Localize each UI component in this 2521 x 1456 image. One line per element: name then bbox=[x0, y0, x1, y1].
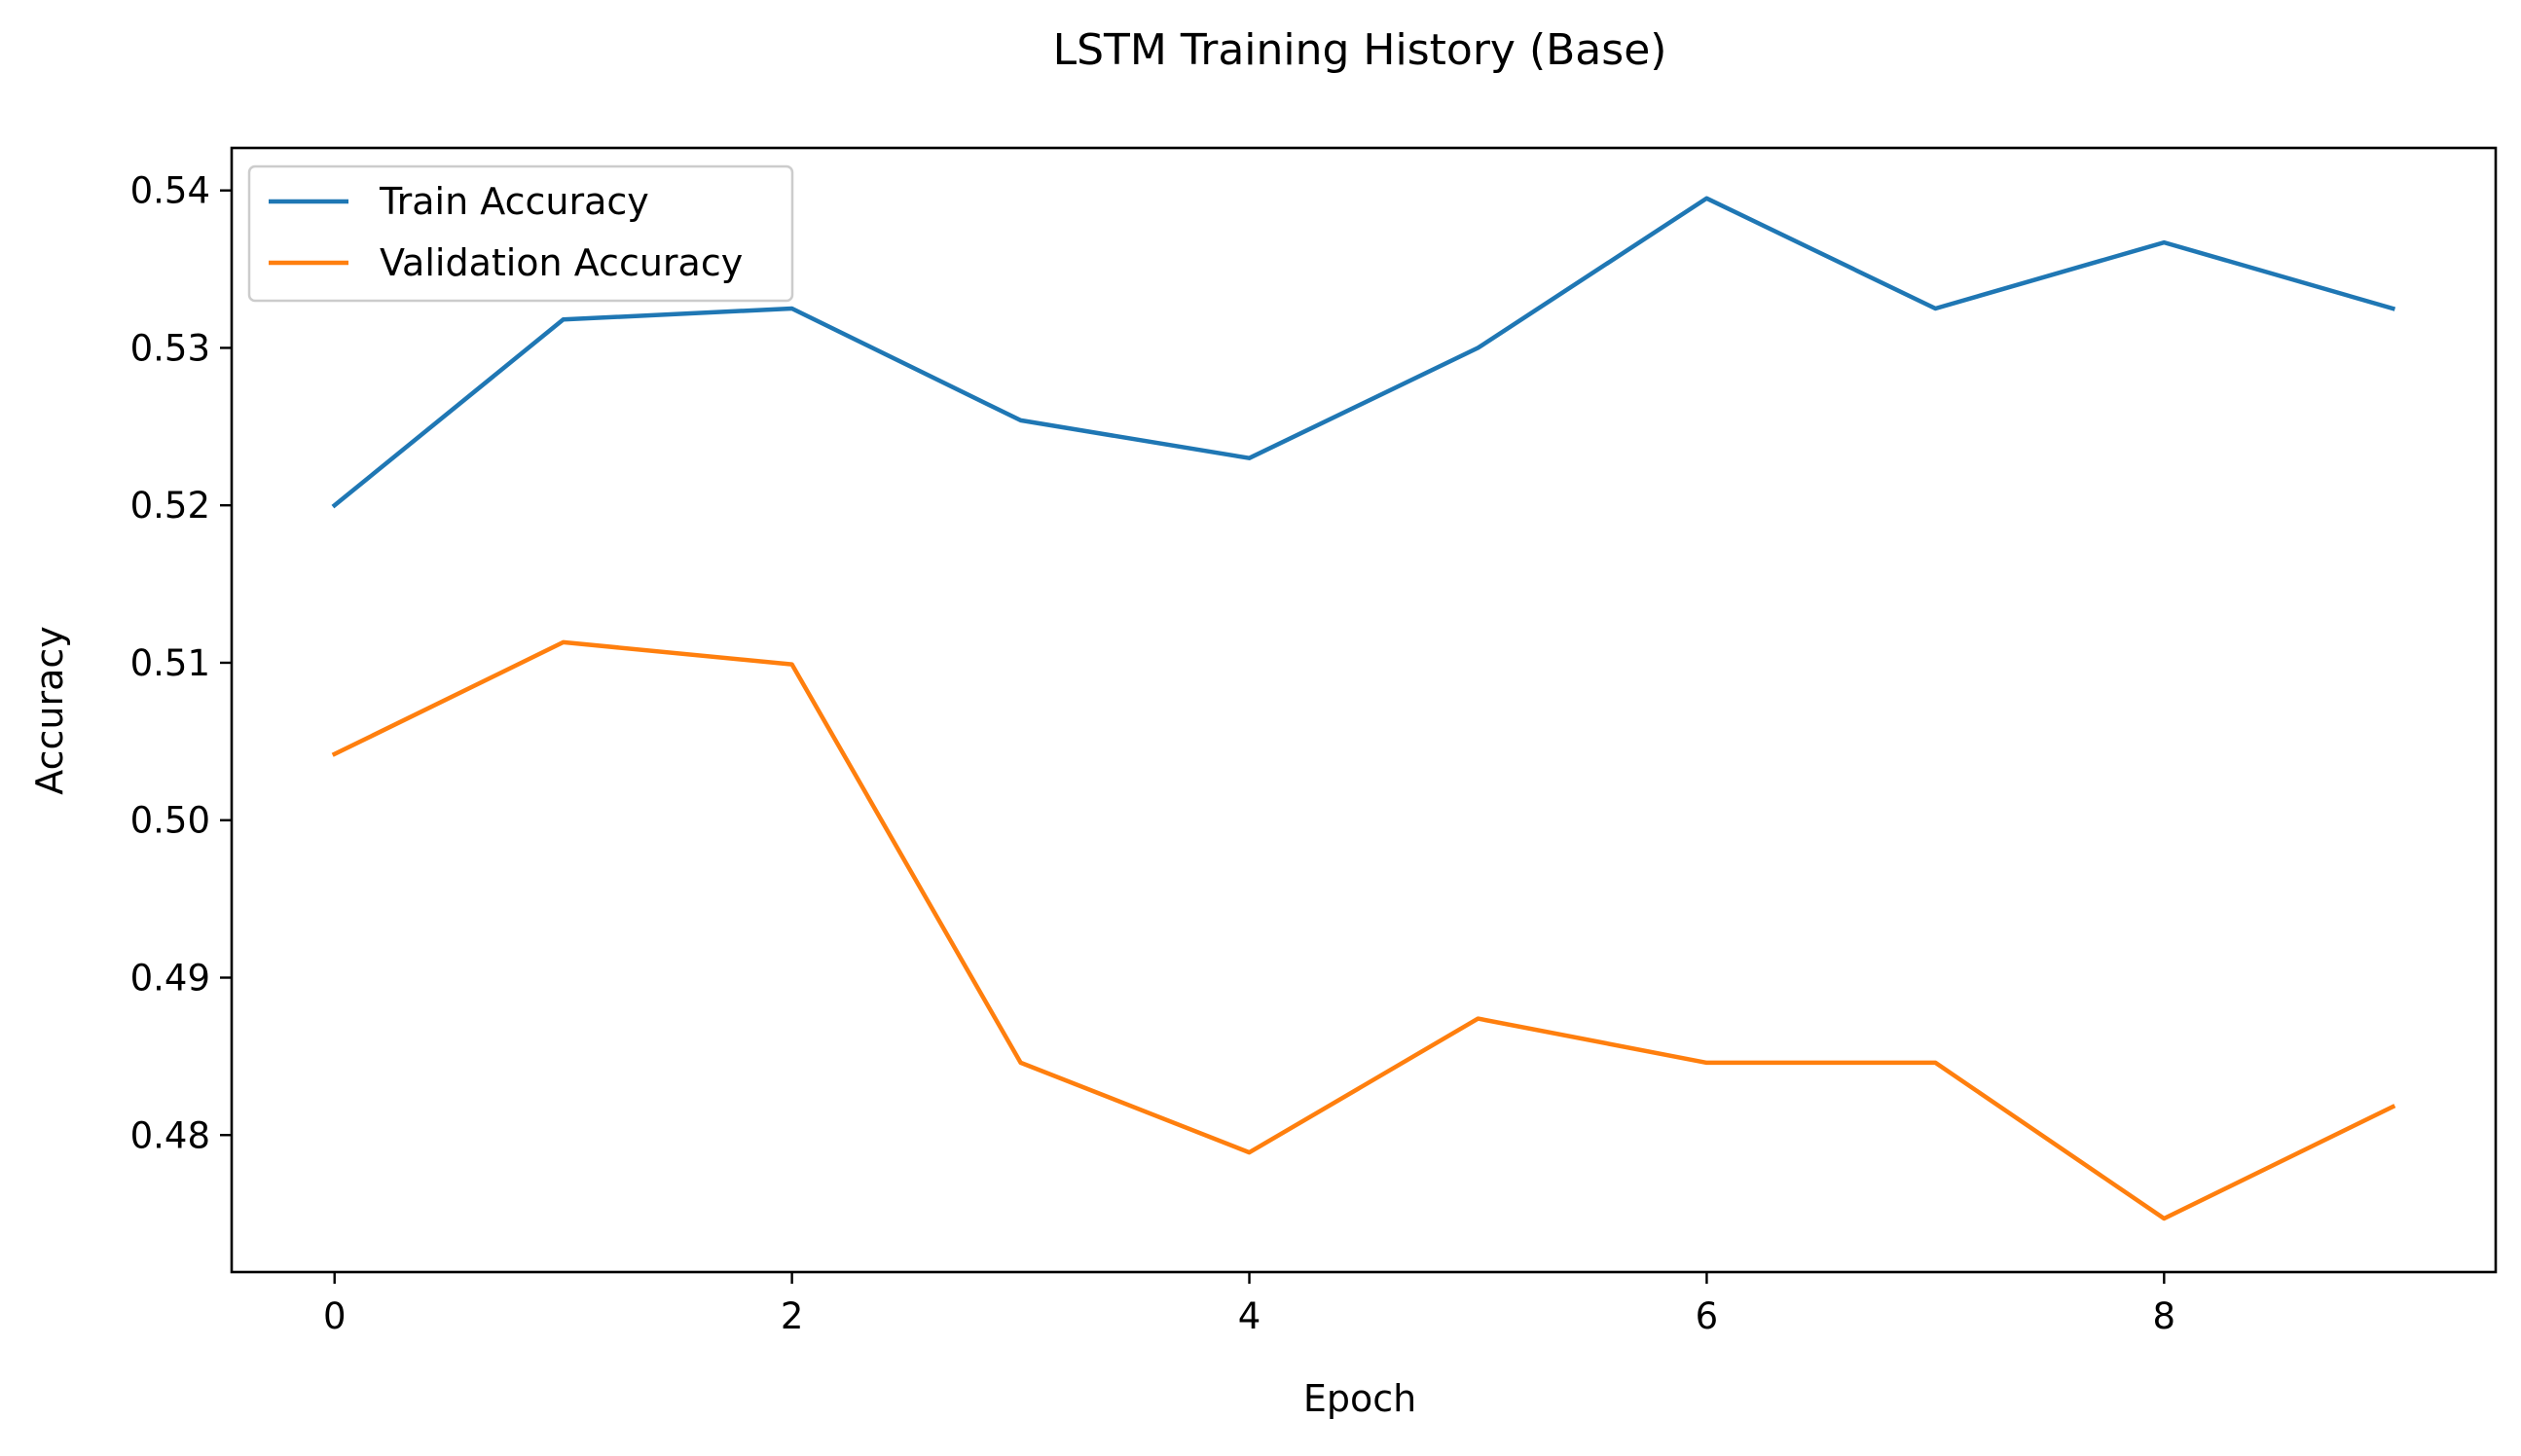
legend-label-train: Train Accuracy bbox=[379, 180, 649, 223]
x-tick-label: 8 bbox=[2153, 1295, 2176, 1337]
y-axis-label: Accuracy bbox=[28, 626, 71, 795]
y-tick-label: 0.51 bbox=[130, 642, 210, 684]
y-tick-label: 0.48 bbox=[130, 1114, 210, 1156]
y-tick-label: 0.50 bbox=[130, 800, 210, 842]
x-tick-label: 0 bbox=[323, 1295, 347, 1337]
x-tick-label: 2 bbox=[781, 1295, 804, 1337]
y-tick-label: 0.54 bbox=[130, 170, 210, 212]
y-tick-label: 0.52 bbox=[130, 485, 210, 527]
x-tick-label: 4 bbox=[1238, 1295, 1261, 1337]
chart-title: LSTM Training History (Base) bbox=[1053, 25, 1667, 75]
legend-label-validation: Validation Accuracy bbox=[380, 241, 743, 284]
legend: Train Accuracy Validation Accuracy bbox=[249, 166, 792, 301]
x-tick-label: 6 bbox=[1696, 1295, 1719, 1337]
x-axis-label: Epoch bbox=[1303, 1377, 1416, 1420]
y-tick-label: 0.53 bbox=[130, 327, 210, 369]
y-tick-label: 0.49 bbox=[130, 958, 210, 1000]
